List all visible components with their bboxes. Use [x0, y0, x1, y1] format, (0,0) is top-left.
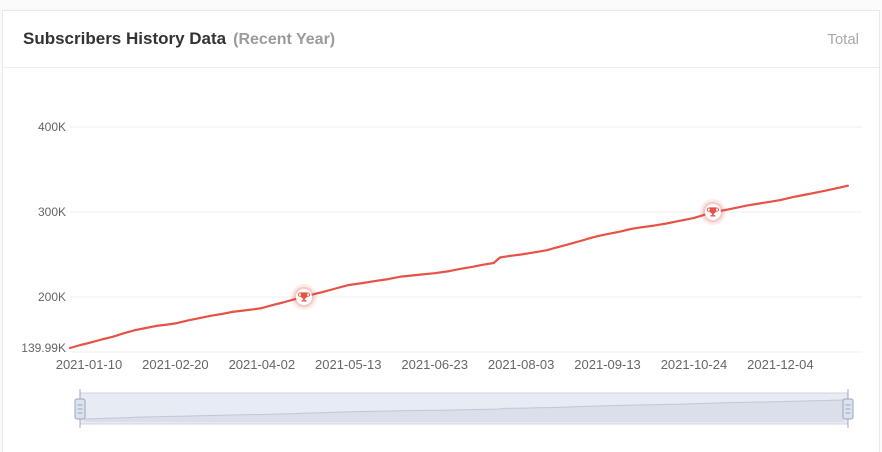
y-axis-tick-label: 200K: [38, 290, 66, 304]
y-axis-labels: 400K 300K 200K 139.99K: [21, 120, 66, 355]
data-zoom-handle-left[interactable]: [74, 389, 86, 428]
total-label: Total: [827, 30, 859, 48]
trophy-icon: [706, 207, 719, 217]
data-zoom-track[interactable]: [79, 392, 849, 425]
page-title: Subscribers History Data: [23, 29, 227, 48]
y-axis-tick-label: 139.99K: [21, 341, 66, 355]
x-axis-tick-label: 2021-04-02: [229, 357, 296, 372]
card-header-titles: Subscribers History Data (Recent Year): [23, 29, 335, 49]
milestone-marker[interactable]: [699, 199, 726, 225]
x-axis-tick-label: 2021-01-10: [56, 357, 123, 372]
page-subtitle: (Recent Year): [233, 31, 336, 48]
x-axis-tick-label: 2021-08-03: [488, 357, 555, 372]
x-axis-labels: 2021-01-10 2021-02-20 2021-04-02 2021-05-13…: [56, 357, 814, 372]
data-zoom-area: [84, 400, 844, 422]
x-axis-tick-label: 2021-02-20: [142, 357, 209, 372]
data-zoom-slider[interactable]: [74, 389, 854, 428]
x-axis-tick-label: 2021-09-13: [574, 357, 641, 372]
y-axis-tick-label: 300K: [38, 205, 66, 219]
subscribers-history-card: Subscribers History Data (Recent Year) T…: [2, 10, 880, 452]
trophy-icon: [297, 292, 311, 302]
card-header: Subscribers History Data (Recent Year) T…: [3, 11, 879, 68]
x-axis-tick-label: 2021-06-23: [401, 357, 468, 372]
subscribers-series-line: [68, 184, 850, 350]
x-axis-tick-label: 2021-10-24: [661, 357, 728, 372]
y-axis-tick-label: 400K: [38, 120, 66, 134]
x-axis-tick-label: 2021-05-13: [315, 357, 382, 372]
milestone-marker[interactable]: [291, 284, 317, 310]
x-axis-tick-label: 2021-12-04: [747, 357, 814, 372]
data-zoom-handle-right[interactable]: [842, 389, 854, 428]
grid-lines: [70, 126, 862, 298]
data-zoom-mini-line: [83, 399, 845, 420]
